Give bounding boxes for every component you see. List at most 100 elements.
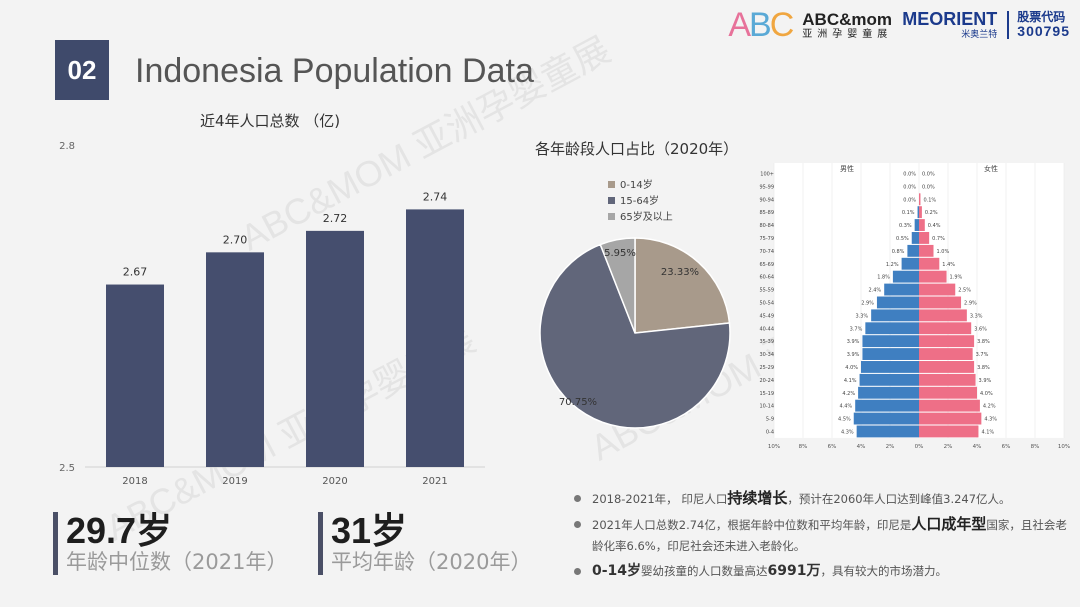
population-pyramid-chart: 男性 女性 10% 8% 6% 4% 2% 0% 2% 4% 6% 8% 10% 4.3% 4.1% 0-4 4… <box>759 163 1070 450</box>
age-group-label: 45-49 <box>759 313 774 319</box>
female-value-label: 4.3% <box>984 417 997 423</box>
male-label: 男性 <box>840 164 854 173</box>
male-bar <box>871 309 919 322</box>
male-value-label: 4.5% <box>838 417 851 423</box>
legend-swatch <box>608 197 615 204</box>
female-value-label: 3.8% <box>977 365 990 371</box>
age-group-label: 40-44 <box>759 326 774 332</box>
female-bar <box>919 348 973 360</box>
female-value-label: 2.9% <box>964 300 977 306</box>
female-value-label: 4.1% <box>981 429 994 435</box>
male-bar <box>914 219 919 231</box>
age-group-label: 95-99 <box>759 184 774 190</box>
legend-swatch <box>608 213 615 220</box>
male-value-label: 3.3% <box>855 313 868 319</box>
pie-chart-title: 各年龄段人口占比（2020年） <box>535 140 739 158</box>
bar-value-label: 2.70 <box>223 233 248 246</box>
bar <box>206 252 264 467</box>
male-bar <box>859 373 919 386</box>
female-bar <box>919 412 982 425</box>
age-group-label: 25-29 <box>759 365 774 371</box>
male-bar <box>907 244 919 257</box>
female-bar <box>919 322 972 335</box>
pie-slice <box>539 243 731 429</box>
abc-logo-mark: ABC <box>728 6 794 44</box>
female-value-label: 0.1% <box>923 197 936 203</box>
female-bar <box>919 361 975 373</box>
x-tick-label: 2020 <box>322 476 347 487</box>
male-bar <box>901 257 919 270</box>
bullet-dot-icon <box>574 495 581 502</box>
legend-swatch <box>608 181 615 188</box>
female-bar <box>919 193 921 206</box>
male-value-label: 0.8% <box>892 249 905 255</box>
age-group-label: 35-39 <box>759 339 774 345</box>
male-bar <box>853 412 919 425</box>
x-tick-label: 2% <box>944 444 953 450</box>
female-value-label: 3.7% <box>976 352 989 358</box>
age-group-label: 65-69 <box>759 262 774 268</box>
female-bar <box>919 232 930 244</box>
meorient-logo-subtext: 米奥兰特 <box>961 30 998 40</box>
male-value-label: 2.4% <box>868 288 881 294</box>
insight-item: 2018-2021年， 印尼人口持续增长，预计在2060年人口达到峰值3.247… <box>572 488 1072 510</box>
bar-chart-title: 近4年人口总数 （亿) <box>200 112 341 130</box>
female-bar <box>919 425 979 438</box>
x-tick-label: 4% <box>857 444 866 450</box>
female-value-label: 1.0% <box>937 249 950 255</box>
male-value-label: 4.2% <box>842 391 855 397</box>
average-age-value: 31岁 <box>331 510 408 551</box>
male-value-label: 3.7% <box>850 326 863 332</box>
female-bar <box>919 386 977 399</box>
average-age-label: 平均年龄（2020年） <box>331 549 532 574</box>
pie-value-label: 5.95% <box>604 248 636 259</box>
male-value-label: 1.8% <box>877 275 890 281</box>
x-tick-label: 4% <box>973 444 982 450</box>
age-group-label: 15-19 <box>759 391 774 397</box>
section-number-badge: 02 <box>55 40 109 100</box>
age-group-label: 10-14 <box>759 404 774 410</box>
female-value-label: 1.9% <box>950 275 963 281</box>
x-tick-label: 2019 <box>222 476 247 487</box>
bar <box>406 209 464 467</box>
page-title: Indonesia Population Data <box>135 52 534 90</box>
age-group-label: 85-89 <box>759 210 774 216</box>
legend-label: 15-64岁 <box>620 194 659 207</box>
x-tick-label: 10% <box>1058 444 1070 450</box>
x-tick-label: 8% <box>799 444 808 450</box>
female-bar <box>919 283 956 296</box>
legend-label: 65岁及以上 <box>620 210 673 223</box>
male-bar <box>855 399 919 412</box>
bar-value-label: 2.74 <box>423 190 448 203</box>
female-value-label: 3.9% <box>979 378 992 384</box>
x-tick-label: 2018 <box>122 476 147 487</box>
abc-logo-subtext: 亚洲孕婴童展 <box>802 28 893 40</box>
x-tick-label: 8% <box>1031 444 1040 450</box>
pie-value-label: 23.33% <box>661 267 699 278</box>
female-bar <box>919 373 976 386</box>
median-age-value: 29.7岁 <box>66 510 173 551</box>
male-value-label: 0.0% <box>903 197 916 203</box>
female-bar <box>919 296 962 309</box>
female-value-label: 0.0% <box>922 184 935 190</box>
age-group-label: 100+ <box>760 171 774 177</box>
age-group-label: 90-94 <box>759 197 774 203</box>
male-value-label: 1.2% <box>886 262 899 268</box>
male-bar <box>911 232 919 244</box>
meorient-logo-text: MEORIENT <box>902 9 998 29</box>
age-pie-chart: 0-14岁 15-64岁 65岁及以上 23.33% 70.75% 5.95% <box>539 178 731 429</box>
y-tick-label: 2.8 <box>59 141 75 152</box>
female-value-label: 3.6% <box>974 326 987 332</box>
male-bar <box>865 322 919 335</box>
bar-value-label: 2.67 <box>123 266 148 279</box>
male-value-label: 2.9% <box>861 300 874 306</box>
female-value-label: 0.4% <box>928 223 941 229</box>
age-group-label: 80-84 <box>759 223 774 229</box>
female-bar <box>919 270 947 283</box>
bar <box>106 284 164 467</box>
female-label: 女性 <box>984 164 998 173</box>
bullet-dot-icon <box>574 521 581 528</box>
age-group-label: 75-79 <box>759 236 774 242</box>
x-tick-label: 6% <box>1002 444 1011 450</box>
male-value-label: 0.0% <box>903 171 916 177</box>
